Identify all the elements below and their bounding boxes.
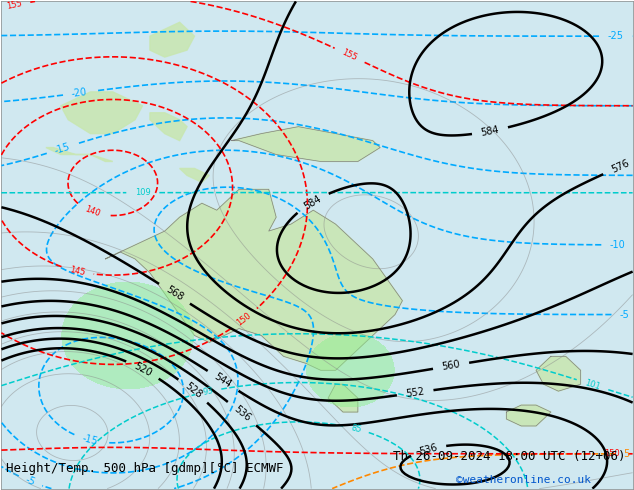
Text: 93: 93 — [202, 386, 214, 397]
Polygon shape — [150, 22, 195, 57]
Text: Th 26-09-2024 18:00 UTC (12+06): Th 26-09-2024 18:00 UTC (12+06) — [393, 450, 626, 463]
Text: 576: 576 — [609, 158, 630, 175]
Text: -20: -20 — [71, 87, 88, 99]
Text: Height/Temp. 500 hPa [gdmp][°C] ECMWF: Height/Temp. 500 hPa [gdmp][°C] ECMWF — [6, 462, 284, 475]
Polygon shape — [536, 356, 581, 391]
Text: -10: -10 — [610, 240, 626, 250]
Polygon shape — [46, 147, 113, 162]
Text: 560: 560 — [441, 359, 461, 372]
Text: 155: 155 — [340, 48, 359, 63]
Text: 150: 150 — [604, 449, 619, 458]
Polygon shape — [507, 405, 551, 426]
Text: 536: 536 — [418, 442, 439, 457]
Polygon shape — [105, 189, 403, 370]
Text: 568: 568 — [164, 285, 185, 303]
Text: 145: 145 — [68, 265, 86, 277]
Text: 584: 584 — [302, 193, 323, 211]
Polygon shape — [150, 113, 187, 141]
Text: 584: 584 — [480, 124, 500, 138]
Text: 528: 528 — [183, 381, 204, 400]
Text: 140: 140 — [83, 205, 101, 219]
Text: 101: 101 — [584, 378, 602, 392]
Text: 5: 5 — [623, 449, 630, 459]
Text: -5: -5 — [24, 475, 37, 488]
Text: -15: -15 — [81, 433, 99, 447]
Text: -25: -25 — [608, 31, 624, 41]
Text: 109: 109 — [135, 188, 151, 197]
Text: 544: 544 — [212, 372, 233, 390]
Polygon shape — [61, 92, 143, 134]
Text: 520: 520 — [133, 361, 153, 378]
Text: 150: 150 — [235, 311, 253, 327]
Text: 85: 85 — [350, 423, 362, 435]
Text: ©weatheronline.co.uk: ©weatheronline.co.uk — [456, 475, 592, 485]
Text: -5: -5 — [619, 310, 629, 319]
Text: 536: 536 — [232, 404, 252, 423]
Polygon shape — [231, 127, 380, 162]
Polygon shape — [328, 384, 358, 412]
Polygon shape — [179, 169, 209, 182]
Text: 155: 155 — [6, 0, 23, 11]
Text: -15: -15 — [53, 141, 72, 155]
Text: 552: 552 — [405, 387, 425, 399]
